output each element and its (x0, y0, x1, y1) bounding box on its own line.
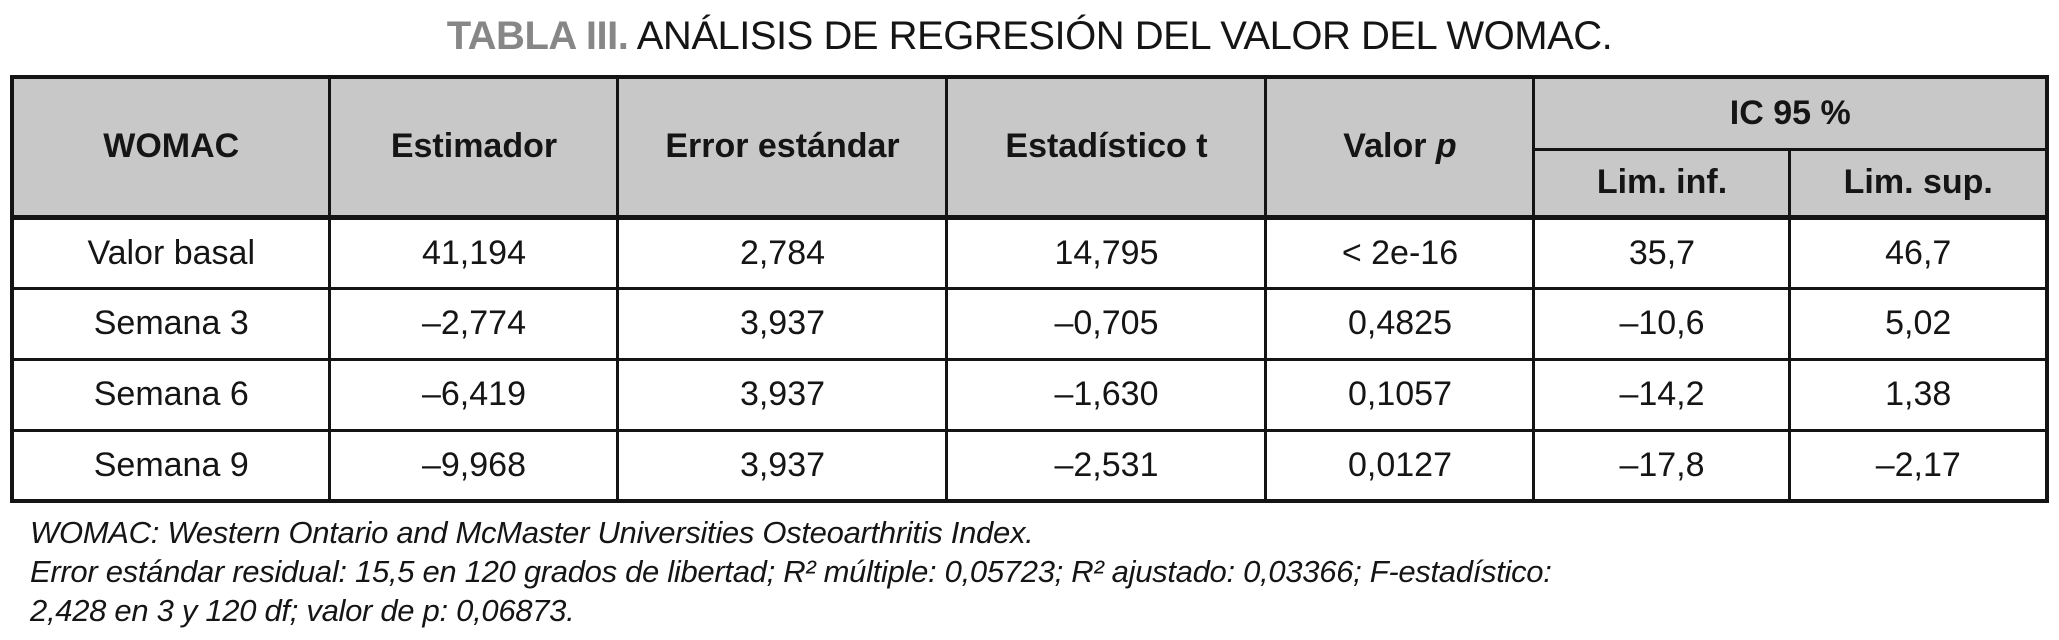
cell-lim-sup: 5,02 (1788, 286, 2049, 361)
cell-estimador: –9,968 (328, 428, 620, 503)
cell-error-estandar: 3,937 (616, 428, 949, 503)
col-header-estadistico-t: Estadístico t (945, 75, 1268, 219)
row-label: Semana 9 (10, 428, 332, 503)
table-row-semana-3: Semana 3 –2,774 3,937 –0,705 0,4825 –10,… (10, 286, 2049, 361)
table-title-label: TABLA III. (446, 14, 629, 58)
footnote-model-stats-line2: 2,428 en 3 y 120 df; valor de p: 0,06873… (30, 593, 575, 628)
table-row-semana-9: Semana 9 –9,968 3,937 –2,531 0,0127 –17,… (10, 428, 2049, 503)
table-title-text: ANÁLISIS DE REGRESIÓN DEL VALOR DEL WOMA… (636, 14, 1613, 58)
cell-estadistico-t: –0,705 (945, 286, 1268, 361)
cell-lim-sup: 1,38 (1788, 357, 2049, 432)
col-header-error-estandar: Error estándar (616, 75, 949, 219)
col-header-lim-sup: Lim. sup. (1788, 147, 2049, 219)
cell-valor-p: < 2e-16 (1264, 215, 1536, 290)
valor-p-variable: p (1435, 127, 1457, 166)
cell-lim-sup: 46,7 (1788, 215, 2049, 290)
cell-error-estandar: 3,937 (616, 357, 949, 432)
table-title: TABLA III. ANÁLISIS DE REGRESIÓN DEL VAL… (0, 0, 2059, 59)
cell-lim-inf: –10,6 (1532, 286, 1792, 361)
table-body: Valor basal 41,194 2,784 14,795 < 2e-16 … (10, 215, 2049, 503)
cell-valor-p: 0,0127 (1264, 428, 1536, 503)
cell-error-estandar: 3,937 (616, 286, 949, 361)
cell-error-estandar: 2,784 (616, 215, 949, 290)
col-header-valor-p: Valor p (1264, 75, 1536, 219)
header-row-sub: Lim. inf. Lim. sup. (12, 147, 2049, 219)
regression-table: WOMAC Estimador Error estándar Estadísti… (9, 75, 2049, 503)
cell-lim-inf: 35,7 (1532, 215, 1792, 290)
col-header-womac: WOMAC (10, 75, 332, 219)
cell-lim-sup: –2,17 (1788, 428, 2049, 503)
table-row-semana-6: Semana 6 –6,419 3,937 –1,630 0,1057 –14,… (10, 357, 2049, 432)
cell-estimador: 41,194 (328, 215, 620, 290)
cell-lim-inf: –17,8 (1532, 428, 1792, 503)
cell-estadistico-t: –1,630 (945, 357, 1268, 432)
col-header-lim-inf: Lim. inf. (1532, 147, 1792, 219)
row-label: Valor basal (10, 215, 332, 290)
table-footnotes: WOMAC: Western Ontario and McMaster Univ… (30, 513, 2059, 630)
cell-estimador: –2,774 (328, 286, 620, 361)
cell-lim-inf: –14,2 (1532, 357, 1792, 432)
cell-valor-p: 0,4825 (1264, 286, 1536, 361)
cell-estimador: –6,419 (328, 357, 620, 432)
table-row-valor-basal: Valor basal 41,194 2,784 14,795 < 2e-16 … (10, 215, 2049, 290)
footnote-abbreviation: WOMAC: Western Ontario and McMaster Univ… (30, 515, 1034, 550)
cell-estadistico-t: –2,531 (945, 428, 1268, 503)
valor-p-text: Valor (1343, 127, 1427, 166)
cell-estadistico-t: 14,795 (945, 215, 1268, 290)
col-header-ic95: IC 95 % (1532, 75, 2049, 151)
cell-valor-p: 0,1057 (1264, 357, 1536, 432)
header-row-top: WOMAC Estimador Error estándar Estadísti… (10, 75, 2049, 219)
footnote-model-stats-line1: Error estándar residual: 15,5 en 120 gra… (30, 554, 1552, 589)
row-label: Semana 6 (10, 357, 332, 432)
row-label: Semana 3 (10, 286, 332, 361)
col-header-estimador: Estimador (328, 75, 620, 219)
table-header: WOMAC Estimador Error estándar Estadísti… (10, 75, 2049, 219)
